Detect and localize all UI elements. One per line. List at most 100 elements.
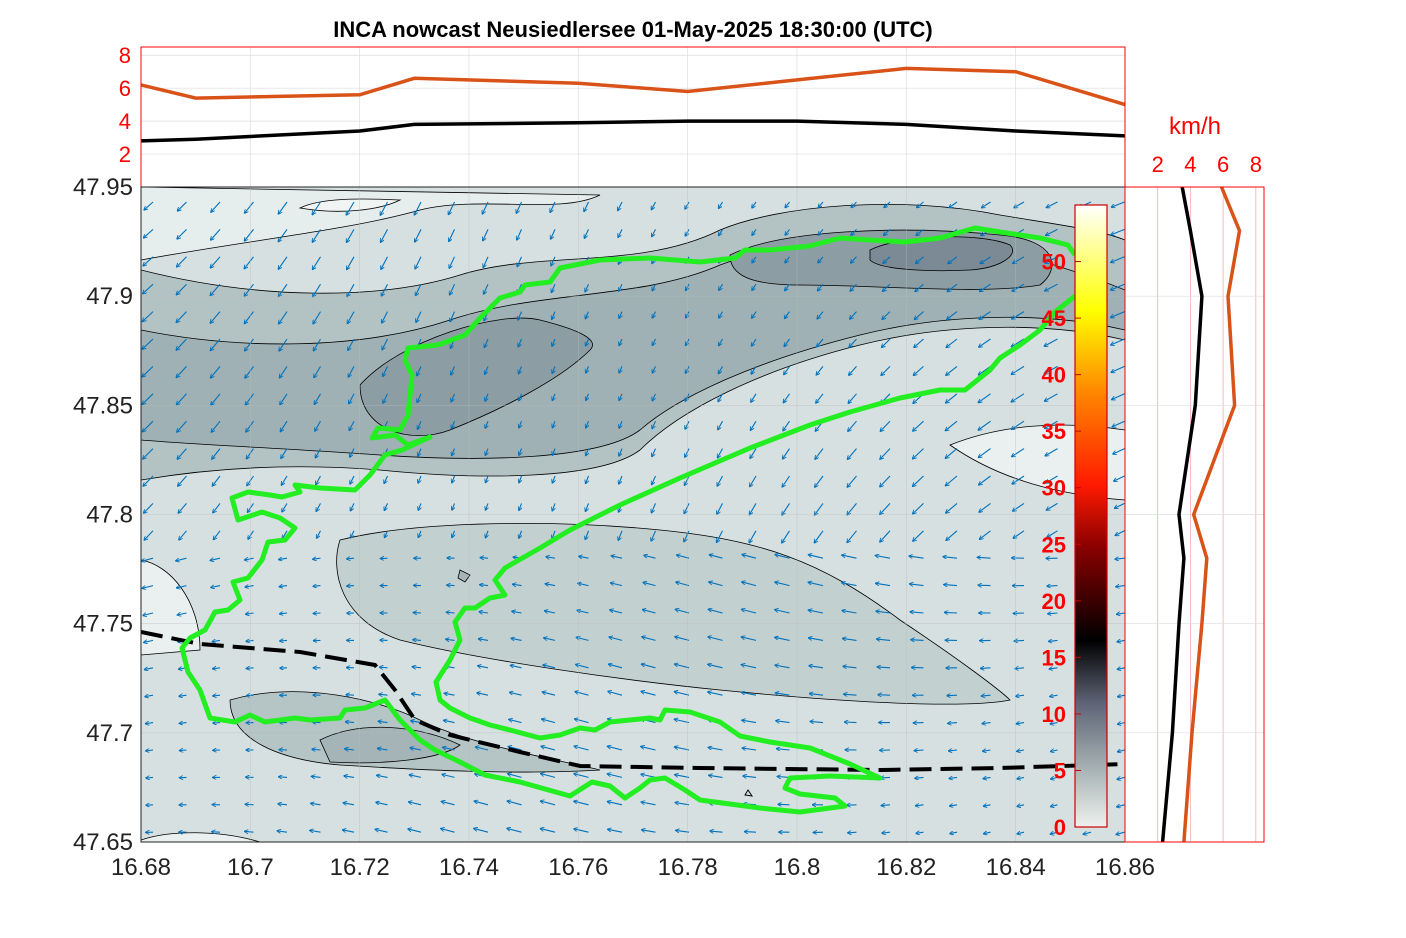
- border-dashed-line: [141, 630, 1125, 773]
- wind-arrow: [749, 503, 757, 514]
- wind-arrow: [377, 775, 388, 777]
- wind-arrow: [608, 802, 623, 806]
- wind-arrow: [409, 802, 422, 806]
- wind-arrow: [742, 692, 757, 696]
- wind-arrow: [178, 475, 187, 486]
- wind-arrow: [719, 229, 723, 235]
- wind-arrow: [552, 420, 555, 428]
- wind-arrow: [880, 448, 891, 459]
- wind-arrow: [1116, 586, 1125, 587]
- wind-arrow: [675, 609, 690, 614]
- wind-arrow: [675, 664, 690, 669]
- wind-arrow: [978, 420, 991, 430]
- wind-arrow: [785, 201, 790, 208]
- wind-arrow: [479, 612, 489, 613]
- wind-arrow: [914, 750, 924, 751]
- wind-arrow: [508, 774, 522, 778]
- wind-arrow: [375, 829, 388, 833]
- wind-arrow: [674, 692, 690, 696]
- wind-arrow: [279, 777, 288, 778]
- wind-arrow: [277, 831, 288, 832]
- wind-arrow: [910, 584, 924, 586]
- wind-arrow: [1112, 420, 1125, 427]
- wind-arrow: [312, 749, 321, 750]
- wind-arrow: [574, 746, 589, 751]
- wind-arrow: [245, 366, 254, 378]
- wind-arrow: [416, 283, 422, 295]
- wind-arrow: [552, 311, 556, 320]
- wind-arrow: [641, 774, 656, 778]
- wind-arrow: [851, 201, 857, 207]
- wind-arrow: [882, 338, 891, 347]
- wind-arrow: [1115, 502, 1125, 508]
- wind-arrow: [546, 557, 556, 558]
- wind-arrow: [408, 829, 422, 833]
- wind-arrow: [245, 338, 254, 351]
- top-gust-line: [140, 66, 1126, 107]
- wind-arrow: [450, 311, 456, 322]
- wind-arrow: [719, 283, 723, 290]
- wind-arrow: [810, 694, 824, 696]
- wind-arrow: [880, 475, 891, 487]
- wind-arrow: [948, 256, 958, 264]
- wind-arrow: [1013, 256, 1025, 264]
- wind-arrow: [313, 338, 321, 351]
- wind-arrow: [913, 420, 924, 431]
- wind-arrow: [144, 530, 154, 540]
- wind-arrow: [911, 640, 924, 641]
- map-axes: 0 5 10 15 20 25 30 35 40 45 50 16.68 16.7 16.72 16.74…: [73, 174, 1155, 881]
- wind-arrow: [144, 668, 154, 670]
- wind-arrow: [574, 774, 589, 778]
- wind-arrow: [642, 830, 656, 833]
- wind-arrow: [378, 721, 388, 722]
- wind-arrow: [176, 557, 187, 561]
- wind-arrow: [652, 283, 656, 290]
- wind-arrow: [552, 366, 555, 373]
- wind-arrow: [519, 420, 522, 428]
- wind-arrow: [651, 530, 657, 541]
- wind-arrow: [541, 801, 556, 806]
- wind-arrow: [246, 668, 254, 669]
- wind-arrow: [384, 475, 389, 483]
- wind-arrow: [177, 420, 187, 432]
- right-xtick-label: 6: [1217, 152, 1229, 177]
- wind-arrow: [442, 774, 455, 778]
- wind-arrow: [741, 665, 757, 669]
- wind-arrow: [847, 475, 857, 487]
- wind-arrow: [775, 665, 790, 669]
- wind-arrow: [883, 256, 891, 263]
- wind-arrow: [677, 555, 690, 559]
- colorbar-tick-label: 50: [1042, 250, 1066, 275]
- wind-arrow: [619, 475, 623, 484]
- wind-arrow: [808, 582, 824, 587]
- wind-arrow: [519, 366, 523, 373]
- wind-arrow: [486, 503, 488, 510]
- wind-arrow: [775, 610, 790, 614]
- wind-arrow: [1011, 338, 1025, 347]
- wind-arrow: [246, 613, 254, 614]
- wind-arrow: [685, 420, 690, 429]
- wind-arrow: [751, 366, 757, 374]
- wind-arrow: [915, 283, 924, 291]
- wind-arrow: [979, 475, 991, 485]
- wind-arrow: [642, 664, 656, 669]
- wind-arrow: [1117, 613, 1125, 614]
- wind-arrow: [311, 803, 321, 804]
- wind-arrow: [842, 583, 857, 587]
- wind-arrow: [1049, 640, 1058, 641]
- wind-arrow: [608, 829, 623, 833]
- wind-arrow: [146, 750, 154, 751]
- wind-arrow: [142, 557, 154, 561]
- wind-arrow: [485, 530, 488, 538]
- wind-arrow: [742, 720, 757, 724]
- wind-arrow: [345, 749, 355, 750]
- wind-arrow: [214, 530, 221, 540]
- wind-arrow: [816, 366, 824, 374]
- wind-arrow: [719, 311, 723, 318]
- colorbar-tick-label: 0: [1054, 815, 1066, 840]
- wind-arrow: [410, 748, 422, 750]
- map-xtick-label: 16.78: [658, 854, 718, 881]
- wind-arrow: [586, 366, 589, 372]
- wind-arrow: [1050, 723, 1058, 724]
- wind-arrow: [446, 639, 455, 640]
